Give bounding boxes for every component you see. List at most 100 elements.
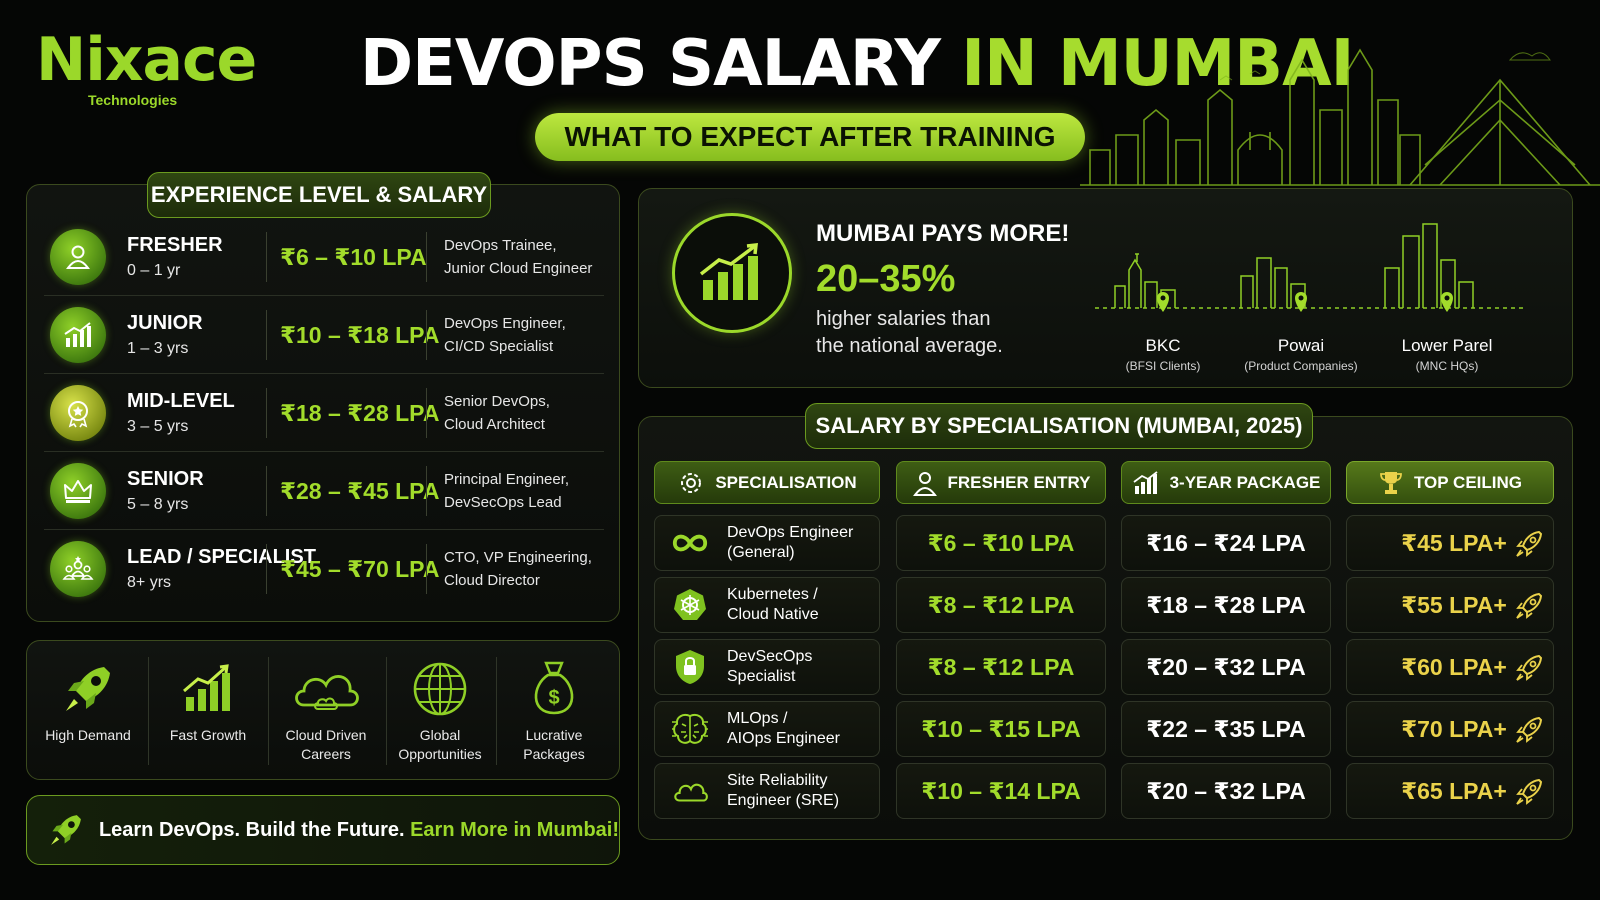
benefit-line: High Demand [45, 727, 131, 743]
divider [426, 544, 427, 594]
benefit-line: Lucrative [525, 727, 583, 743]
footer-text-part1: Learn DevOps. Build the Future. [98, 818, 411, 841]
spec-name-line: DevSecOps [727, 648, 813, 665]
benefit-high-demand: High Demand [30, 656, 146, 768]
benefit-global: Global Opportunities [382, 656, 498, 768]
benefit-label: Fast Growth [170, 726, 246, 745]
role-line: Junior Cloud Engineer [444, 260, 593, 277]
spec-name-line: Site Reliability [727, 772, 828, 789]
location-name: BKC [1145, 336, 1181, 355]
infinity-icon [671, 531, 709, 555]
location-sub: (Product Companies) [1244, 359, 1358, 373]
spec-name-line: Kubernetes / [727, 586, 818, 603]
level-salary: ₹10 – ₹18 LPA [280, 322, 440, 348]
growth-chart-icon [180, 656, 236, 722]
role-line: DevOps Trainee, [444, 237, 557, 254]
brand-logo: Nixace Technologies [36, 30, 257, 108]
level-roles: Principal Engineer, DevSecOps Lead [444, 468, 569, 514]
table-row-devops-engineer: DevOps Engineer (General) [654, 515, 880, 571]
benefit-lucrative: $ Lucrative Packages [496, 656, 612, 768]
rocket-icon [51, 815, 81, 845]
divider [426, 388, 427, 438]
spec-name-line: DevOps Engineer [727, 524, 854, 541]
top-ceiling-cell: ₹70 LPA+ [1346, 701, 1554, 757]
spec-name: Kubernetes / Cloud Native [727, 585, 819, 625]
top-ceiling-value: ₹45 LPA+ [1401, 529, 1507, 556]
role-line: DevOps Engineer, [444, 315, 566, 332]
experience-row-mid: MID-LEVEL 3 – 5 yrs ₹18 – ₹28 LPA Senior… [44, 374, 604, 452]
benefit-label: High Demand [45, 726, 131, 745]
role-line: Cloud Architect [444, 416, 545, 433]
subtitle-pill: WHAT TO EXPECT AFTER TRAINING [535, 113, 1085, 161]
user-icon [50, 229, 106, 285]
benefit-line: Cloud Driven [285, 727, 367, 743]
location-bkc: BKC (BFSI Clients) [1088, 336, 1238, 373]
specialisation-heading-text: SALARY BY SPECIALISATION (MUMBAI, 2025) [815, 413, 1303, 438]
benefit-line: Fast Growth [169, 727, 247, 743]
three-year-value: ₹22 – ₹35 LPA [1146, 715, 1306, 742]
benefit-label: Cloud Driven Careers [286, 726, 367, 764]
divider [496, 657, 497, 765]
divider [426, 466, 427, 516]
benefit-cloud-careers: Cloud Driven Careers [268, 656, 384, 768]
brand-sub: Technologies [88, 92, 178, 108]
column-header-specialisation: SPECIALISATION [654, 461, 880, 504]
divider [266, 232, 267, 282]
divider [386, 657, 387, 765]
benefit-line: Global [419, 727, 461, 743]
growth-chart-icon [50, 307, 106, 363]
brain-icon [671, 712, 709, 746]
top-ceiling-cell: ₹65 LPA+ [1346, 763, 1554, 819]
user-icon [912, 471, 937, 496]
mumbai-pays-more-panel [638, 188, 1573, 388]
role-line: Cloud Director [444, 572, 540, 589]
column-label: SPECIALISATION [715, 472, 857, 492]
divider [426, 232, 427, 282]
trophy-icon [1380, 471, 1402, 494]
three-year-cell: ₹16 – ₹24 LPA [1121, 515, 1331, 571]
top-ceiling-value: ₹70 LPA+ [1401, 715, 1507, 742]
level-name: LEAD / SPECIALIST [127, 546, 316, 568]
spec-name: DevSecOps Specialist [727, 647, 812, 687]
level-roles: Senior DevOps, Cloud Architect [444, 390, 550, 436]
experience-heading: EXPERIENCE LEVEL & SALARY [147, 172, 491, 218]
divider [266, 310, 267, 360]
spec-name: Site Reliability Engineer (SRE) [727, 771, 839, 811]
experience-heading-text: EXPERIENCE LEVEL & SALARY [150, 182, 488, 207]
level-name: FRESHER [127, 234, 223, 256]
spec-name-line: Specialist [727, 668, 796, 685]
three-year-value: ₹20 – ₹32 LPA [1146, 777, 1306, 804]
three-year-value: ₹20 – ₹32 LPA [1146, 653, 1306, 680]
benefit-fast-growth: Fast Growth [150, 656, 266, 768]
specialisation-heading: SALARY BY SPECIALISATION (MUMBAI, 2025) [805, 403, 1313, 449]
top-ceiling-cell: ₹45 LPA+ [1346, 515, 1554, 571]
level-name: SENIOR [127, 468, 204, 490]
three-year-cell: ₹22 – ₹35 LPA [1121, 701, 1331, 757]
table-row-kubernetes: Kubernetes / Cloud Native [654, 577, 880, 633]
level-name: JUNIOR [127, 312, 203, 334]
growth-chart-icon [1133, 470, 1158, 494]
benefit-line: Opportunities [398, 746, 482, 762]
spec-name-line: MLOps / [727, 710, 788, 727]
fresher-value: ₹10 – ₹14 LPA [921, 777, 1081, 804]
role-line: CI/CD Specialist [444, 338, 554, 355]
role-line: Senior DevOps, [444, 393, 550, 410]
level-name: MID-LEVEL [127, 390, 235, 412]
rocket-icon [1516, 716, 1543, 743]
column-label: FRESHER ENTRY [947, 472, 1091, 492]
divider [426, 310, 427, 360]
benefit-label: Lucrative Packages [523, 726, 584, 764]
level-years: 5 – 8 yrs [127, 496, 189, 513]
footer-text-part2: Earn More in Mumbai! [410, 818, 619, 841]
role-line: CTO, VP Engineering, [444, 549, 592, 566]
mumbai-percent: 20–35% [816, 258, 956, 300]
table-row-devsecops: DevSecOps Specialist [654, 639, 880, 695]
level-years: 3 – 5 yrs [127, 418, 189, 435]
helm-wheel-icon [671, 587, 709, 623]
level-salary: ₹18 – ₹28 LPA [280, 400, 440, 426]
top-ceiling-cell: ₹55 LPA+ [1346, 577, 1554, 633]
level-years: 8+ yrs [127, 574, 172, 591]
three-year-cell: ₹20 – ₹32 LPA [1121, 639, 1331, 695]
top-ceiling-value: ₹55 LPA+ [1401, 591, 1507, 618]
fresher-cell: ₹8 – ₹12 LPA [896, 639, 1106, 695]
